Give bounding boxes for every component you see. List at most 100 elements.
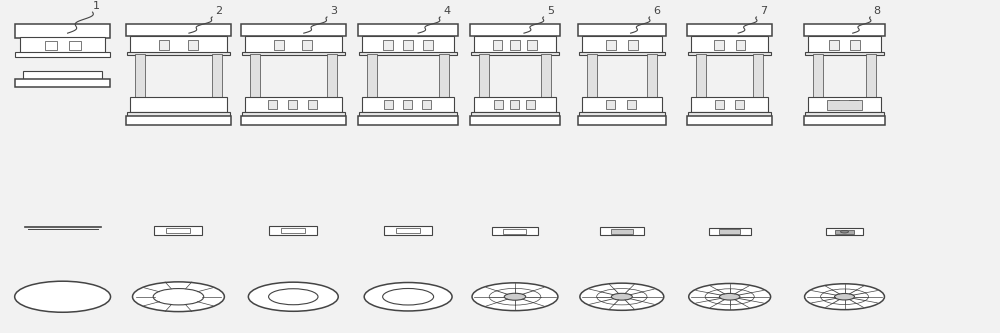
Bar [423,40,433,50]
Bar [474,97,556,113]
Bar [492,227,538,235]
Bar [827,100,862,110]
Bar [127,52,230,55]
Bar [358,24,458,36]
Bar [471,112,559,116]
Circle shape [153,289,204,305]
Bar [835,229,854,234]
Bar [471,52,559,55]
Bar [403,100,412,109]
Bar [45,41,57,50]
Bar [696,54,706,113]
Bar [274,40,284,50]
Bar [362,36,454,53]
Bar [493,40,502,50]
Bar [439,54,449,113]
Bar [579,112,665,116]
Bar [829,40,839,50]
Bar [188,40,198,50]
Circle shape [133,282,224,312]
Bar [849,100,858,109]
Bar [241,24,346,36]
Bar [736,40,745,50]
Bar [628,40,638,50]
Bar [714,40,724,50]
Bar [154,225,202,235]
Bar [241,116,346,125]
Text: 3: 3 [330,6,337,16]
Bar [327,54,337,113]
Bar [510,100,519,109]
Bar [510,40,520,50]
Bar [245,36,342,53]
Bar [719,229,740,234]
Bar [688,112,771,116]
Bar [691,36,768,53]
Bar [579,52,665,55]
Bar [804,116,885,125]
Circle shape [689,283,771,310]
Bar [403,40,413,50]
Bar [288,100,297,109]
Text: 2: 2 [216,6,223,16]
Text: 4: 4 [444,6,451,16]
Circle shape [15,281,111,312]
Bar [503,228,526,234]
Circle shape [580,283,664,310]
Bar [359,112,457,116]
Bar [526,100,535,109]
Bar [808,97,881,113]
Bar [23,71,102,79]
Bar [69,41,81,50]
Bar [242,52,345,55]
Text: 6: 6 [653,6,660,16]
Bar [647,54,657,113]
Bar [866,54,876,113]
Bar [242,112,345,116]
Bar [269,225,317,235]
Text: 7: 7 [760,6,767,16]
Circle shape [835,293,855,300]
Bar [126,24,231,36]
Bar [367,54,377,113]
Bar [587,54,597,113]
Bar [127,112,230,116]
Bar [813,54,823,113]
Bar [302,40,312,50]
Circle shape [269,289,318,305]
Bar [627,100,636,109]
Bar [15,52,110,57]
Bar [470,24,560,36]
Circle shape [248,282,338,311]
Bar [479,54,489,113]
Text: 8: 8 [874,6,881,16]
Bar [541,54,551,113]
Bar [578,24,666,36]
Bar [606,100,615,109]
Bar [687,24,772,36]
Bar [715,100,724,109]
Circle shape [472,283,558,311]
Bar [735,100,744,109]
Bar [805,52,884,55]
Bar [245,97,342,113]
Bar [830,100,839,109]
Bar [805,112,884,116]
Bar [212,54,222,113]
Bar [130,36,227,53]
Bar [600,227,644,235]
Bar [362,97,454,113]
Bar [159,40,169,50]
Bar [578,116,666,125]
Bar [20,37,105,53]
Bar [422,100,431,109]
Bar [308,100,317,109]
Bar [611,229,633,234]
Bar [804,24,885,36]
Bar [470,116,560,125]
Bar [268,100,277,109]
Bar [15,79,110,87]
Bar [126,116,231,125]
Bar [250,54,260,113]
Circle shape [611,293,632,300]
